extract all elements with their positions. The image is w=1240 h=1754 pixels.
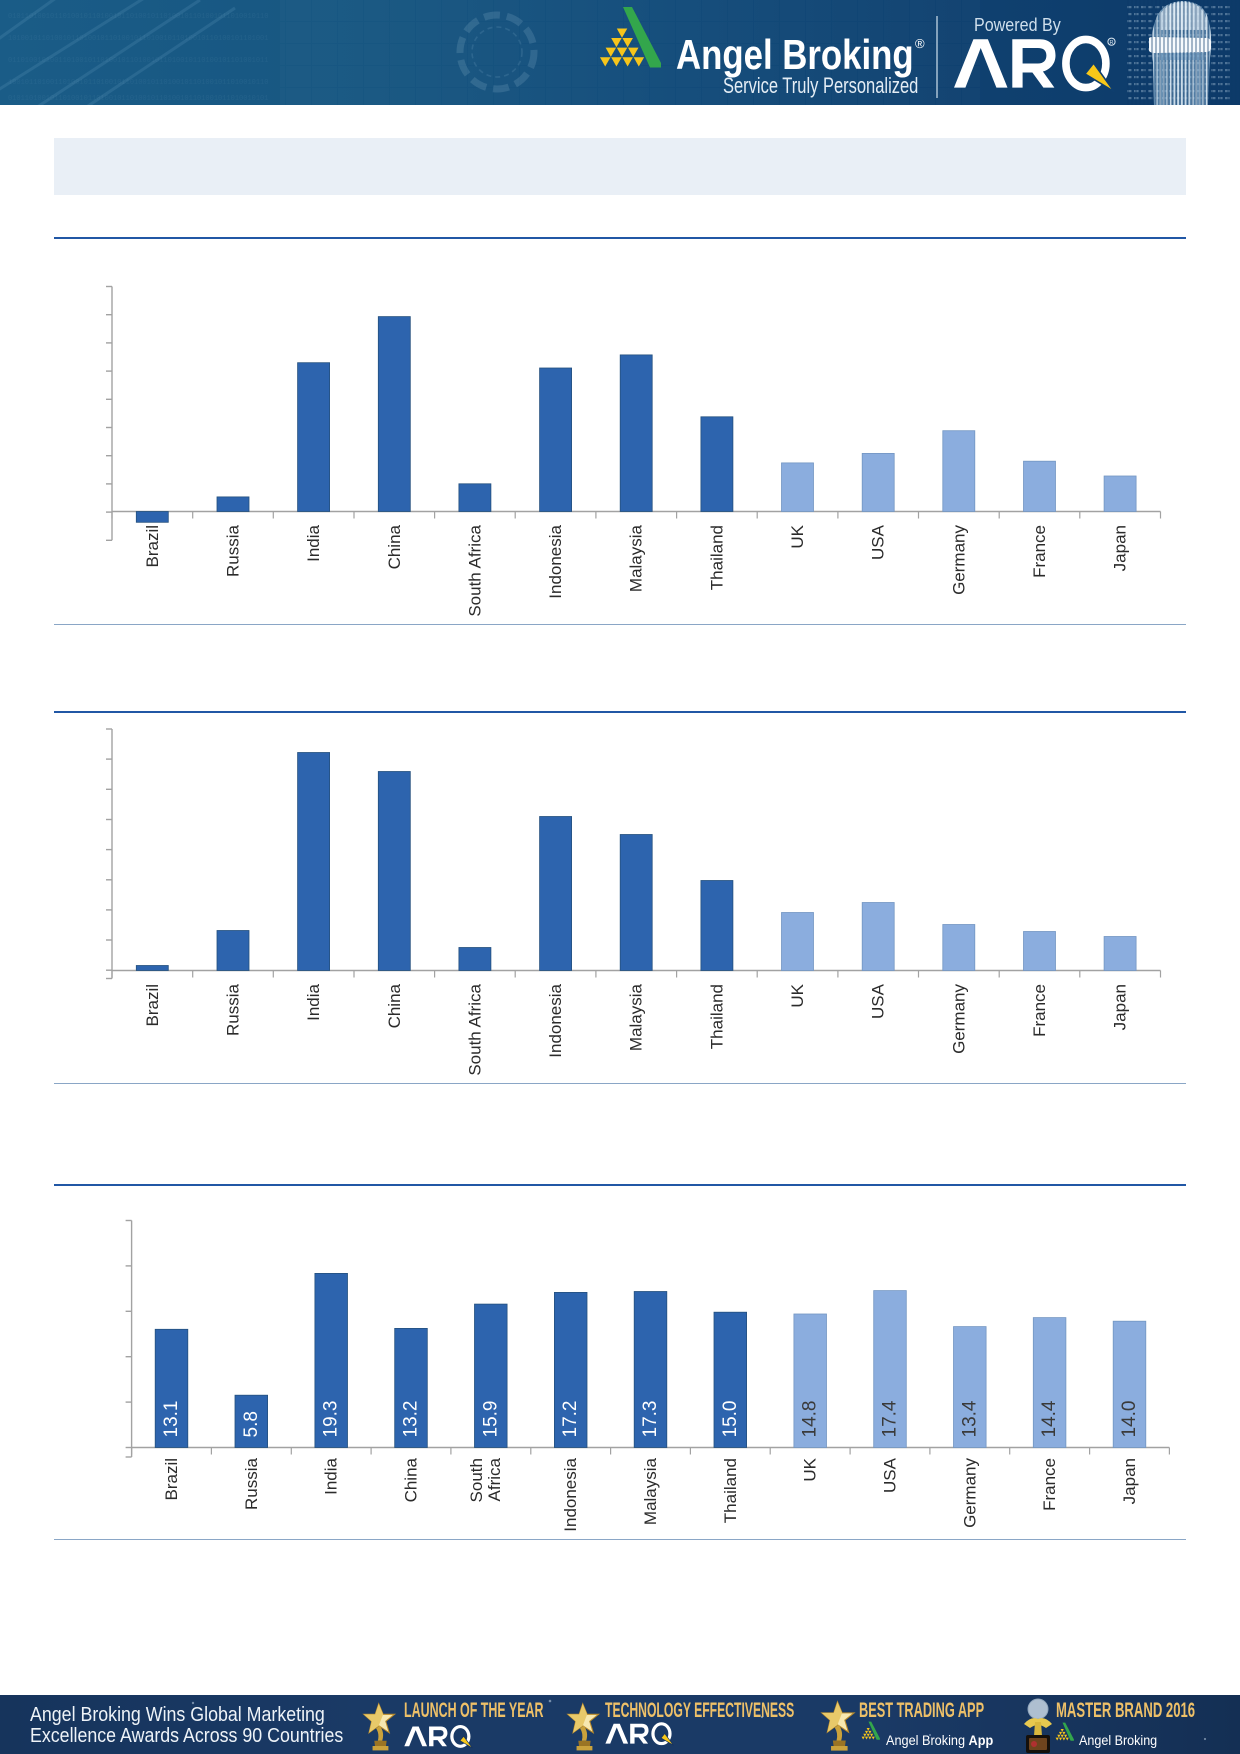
svg-text:13.4: 13.4 [959,1400,980,1437]
svg-text:Malaysia: Malaysia [627,524,646,592]
svg-text:China: China [402,1457,421,1502]
svg-text:14.4: 14.4 [1039,1400,1060,1437]
svg-text:17.4: 17.4 [880,1400,901,1437]
svg-text:UK: UK [801,1457,820,1481]
svg-text:South Africa: South Africa [465,983,484,1075]
svg-text:011010010100110100101101001011: 0110100101001101001011010010110100101101… [8,57,268,65]
svg-text:India: India [322,1457,341,1494]
svg-text:South: South [467,1458,486,1502]
svg-text:UK: UK [788,983,807,1007]
svg-text:Germany: Germany [960,1458,979,1528]
svg-text:Malaysia: Malaysia [627,983,646,1051]
svg-text:15.9: 15.9 [480,1401,501,1438]
svg-text:USA: USA [881,1457,900,1493]
svg-text:100101101001101001011010010110: 1001011010011010010110100101101001011010… [8,79,268,87]
svg-text:India: India [304,983,323,1020]
svg-text:17.3: 17.3 [640,1401,661,1438]
svg-text:Indonesia: Indonesia [546,983,565,1057]
svg-text:010110100101101001011010010110: 0101101001011010010110100101101001011010… [8,95,268,103]
svg-text:Thailand: Thailand [721,1458,740,1523]
svg-text:France: France [1030,984,1049,1037]
svg-text:USA: USA [869,524,888,560]
svg-text:Thailand: Thailand [707,525,726,590]
svg-text:15.0: 15.0 [720,1401,741,1438]
svg-text:Brazil: Brazil [143,525,162,568]
svg-text:Germany: Germany [949,525,968,595]
svg-text:Japan: Japan [1111,525,1130,571]
svg-text:17.2: 17.2 [560,1401,581,1438]
svg-text:China: China [385,524,404,569]
svg-text:South Africa: South Africa [465,524,484,616]
svg-text:France: France [1030,525,1049,578]
svg-text:France: France [1040,1458,1059,1511]
svg-text:13.1: 13.1 [161,1401,182,1438]
svg-text:13.2: 13.2 [401,1401,422,1438]
svg-text:R: R [1110,40,1114,46]
svg-text:UK: UK [788,524,807,548]
svg-text:Indonesia: Indonesia [546,524,565,598]
svg-text:Brazil: Brazil [162,1458,181,1501]
svg-text:Russia: Russia [224,524,243,577]
svg-text:Russia: Russia [242,1457,261,1510]
svg-text:India: India [304,524,323,561]
svg-text:Russia: Russia [224,983,243,1036]
svg-text:Germany: Germany [949,984,968,1054]
svg-text:Japan: Japan [1120,1458,1139,1504]
svg-text:Indonesia: Indonesia [561,1457,580,1531]
svg-text:Malaysia: Malaysia [641,1457,660,1525]
svg-text:Africa: Africa [485,1457,504,1501]
svg-text:101001011010010110100101101001: 1010010110100101101001011010010110100101… [8,35,268,43]
svg-text:5.8: 5.8 [241,1411,262,1437]
svg-text:Brazil: Brazil [143,984,162,1027]
svg-text:China: China [385,983,404,1028]
svg-text:14.8: 14.8 [800,1401,821,1438]
svg-text:Thailand: Thailand [707,984,726,1049]
svg-text:14.0: 14.0 [1119,1401,1140,1438]
svg-text:Japan: Japan [1111,984,1130,1030]
svg-text:USA: USA [869,983,888,1019]
svg-text:010110100101101001011010010110: 0101101001011010010110100101101001011010… [8,13,268,21]
svg-text:19.3: 19.3 [321,1401,342,1438]
